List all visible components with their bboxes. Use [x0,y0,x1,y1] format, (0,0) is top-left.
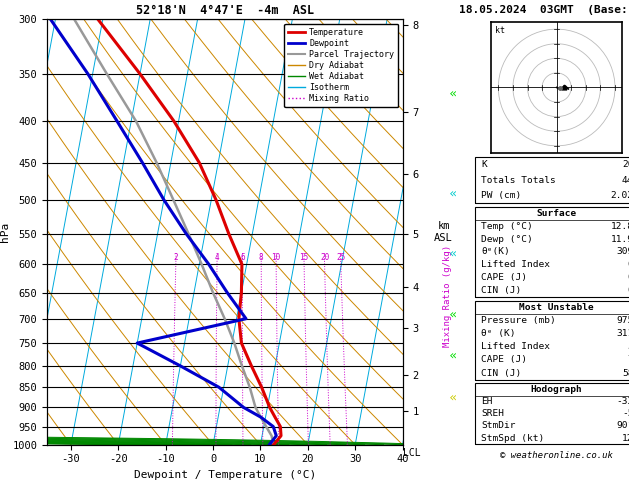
Text: »: » [447,85,455,98]
Text: 2: 2 [174,253,178,262]
Text: EH: EH [481,397,493,406]
Text: -33: -33 [616,397,629,406]
Text: Lifted Index: Lifted Index [481,260,550,269]
Text: 20: 20 [622,160,629,169]
Text: 10: 10 [272,253,281,262]
Text: Most Unstable: Most Unstable [520,303,594,312]
Text: 11.9: 11.9 [611,235,629,243]
Text: 90°: 90° [616,421,629,431]
Text: 0: 0 [628,273,629,282]
Text: 12: 12 [622,434,629,443]
Text: 6: 6 [628,260,629,269]
Text: Lifted Index: Lifted Index [481,342,550,351]
Text: »: » [447,245,455,258]
X-axis label: Dewpoint / Temperature (°C): Dewpoint / Temperature (°C) [134,470,316,480]
Text: © weatheronline.co.uk: © weatheronline.co.uk [500,451,613,461]
Y-axis label: hPa: hPa [0,222,9,242]
Text: »: » [447,185,455,198]
Text: 2.02: 2.02 [611,191,629,200]
Text: 309: 309 [616,247,629,257]
Text: »: » [447,306,455,319]
Text: 6: 6 [240,253,245,262]
Text: CAPE (J): CAPE (J) [481,355,528,364]
Text: 4: 4 [214,253,220,262]
Text: Totals Totals: Totals Totals [481,175,556,185]
Text: Dewp (°C): Dewp (°C) [481,235,533,243]
Text: Temp (°C): Temp (°C) [481,222,533,231]
Text: 12.8: 12.8 [611,222,629,231]
Text: 18.05.2024  03GMT  (Base: 00): 18.05.2024 03GMT (Base: 00) [459,4,629,15]
Title: 52°18'N  4°47'E  -4m  ASL: 52°18'N 4°47'E -4m ASL [136,4,314,17]
Text: StmDir: StmDir [481,421,516,431]
Text: Surface: Surface [537,209,577,218]
Y-axis label: km
ASL: km ASL [434,221,453,243]
Text: Hodograph: Hodograph [531,385,582,394]
Text: 975: 975 [616,316,629,325]
Text: 25: 25 [336,253,345,262]
Text: SREH: SREH [481,409,504,418]
Text: K: K [481,160,487,169]
Text: 15: 15 [299,253,309,262]
Text: »: » [447,389,455,402]
Text: θᵉ(K): θᵉ(K) [481,247,510,257]
Text: -5: -5 [622,409,629,418]
Text: PW (cm): PW (cm) [481,191,521,200]
Text: Mixing Ratio (g/kg): Mixing Ratio (g/kg) [443,245,452,347]
Text: 58: 58 [622,368,629,378]
Text: 20: 20 [320,253,329,262]
Text: CIN (J): CIN (J) [481,368,521,378]
Text: 0: 0 [628,286,629,295]
Text: 7: 7 [628,355,629,364]
Text: 5: 5 [628,342,629,351]
Text: kt: kt [495,26,505,35]
Legend: Temperature, Dewpoint, Parcel Trajectory, Dry Adiabat, Wet Adiabat, Isotherm, Mi: Temperature, Dewpoint, Parcel Trajectory… [284,24,398,107]
Text: »: » [447,347,455,360]
Text: CAPE (J): CAPE (J) [481,273,528,282]
Text: Pressure (mb): Pressure (mb) [481,316,556,325]
Text: 311: 311 [616,329,629,338]
Text: 8: 8 [259,253,264,262]
Text: LCL: LCL [403,448,420,458]
Text: StmSpd (kt): StmSpd (kt) [481,434,545,443]
Text: CIN (J): CIN (J) [481,286,521,295]
Text: 44: 44 [622,175,629,185]
Text: θᵉ (K): θᵉ (K) [481,329,516,338]
